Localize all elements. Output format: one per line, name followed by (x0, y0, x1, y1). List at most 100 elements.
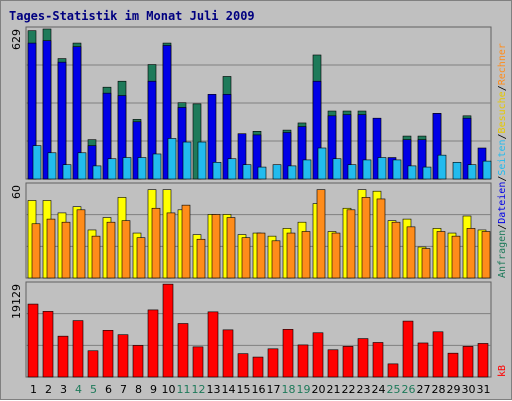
day-label: 10 (162, 383, 176, 396)
axis-max-label: 60 (10, 185, 23, 199)
bar-seiten (257, 166, 267, 180)
bar-seiten (92, 165, 102, 180)
bar-rechner (406, 226, 416, 279)
bar-dateien (42, 40, 52, 180)
day-label: 4 (75, 383, 82, 396)
bar-seiten (332, 158, 342, 180)
bar-kb (207, 311, 219, 378)
legend-label: / (497, 176, 508, 182)
bar-seiten (152, 153, 162, 180)
bar-seiten (287, 165, 297, 180)
bar-seiten (32, 145, 42, 180)
bar-dateien (417, 139, 427, 180)
bar-kb (282, 329, 294, 378)
bar-rechner (181, 204, 191, 279)
bar-seiten (197, 141, 207, 180)
bar-rechner (76, 209, 86, 279)
day-label: 12 (192, 383, 206, 396)
day-label: 6 (105, 383, 112, 396)
bar-dateien (297, 126, 307, 180)
chart-title: Tages-Statistik im Monat Juli 2009 (9, 9, 255, 23)
bar-rechner (106, 221, 116, 279)
legend-series-labels: Anfragen/Dateien/Seiten/Besuche/Rechner (497, 43, 508, 278)
bar-seiten (377, 157, 387, 180)
bar-rechner (46, 218, 56, 279)
day-label: 7 (120, 383, 127, 396)
bar-seiten (317, 147, 327, 180)
day-label: 16 (252, 383, 266, 396)
bar-dateien (282, 132, 292, 180)
bar-dateien (132, 121, 142, 180)
bar-kb (42, 311, 54, 378)
bar-kb (342, 346, 354, 378)
bar-dateien (87, 145, 97, 180)
bar-kb (222, 329, 234, 378)
bar-seiten (437, 154, 447, 180)
bar-seiten (137, 157, 147, 180)
bar-kb (312, 332, 324, 378)
bar-seiten (47, 152, 57, 180)
bar-kb (297, 344, 309, 378)
legend-label: Seiten (497, 139, 508, 175)
bar-rechner (241, 237, 251, 279)
bar-rechner (151, 207, 161, 279)
bar-rechner (316, 189, 326, 279)
chart-panels (25, 26, 492, 378)
day-label: 22 (342, 383, 356, 396)
bar-seiten (272, 164, 282, 180)
legend-label: Dateien (497, 182, 508, 224)
bar-kb (462, 346, 474, 378)
bar-rechner (451, 235, 461, 279)
bar-seiten (347, 164, 357, 180)
bar-rechner (136, 237, 146, 279)
bar-dateien (342, 114, 352, 180)
bar-kb (477, 343, 489, 378)
bar-seiten (482, 160, 492, 180)
axis-max-labels: 629 60 19129 (10, 29, 23, 319)
bar-kb (87, 350, 99, 378)
day-label: 26 (402, 383, 416, 396)
bar-kb (267, 348, 279, 378)
axis-max-label: 19129 (10, 284, 23, 319)
bar-seiten (422, 166, 432, 180)
day-label: 18 (282, 383, 296, 396)
bar-seiten (467, 164, 477, 180)
bar-seiten (77, 152, 87, 180)
legend-label: / (497, 85, 508, 91)
bar-anfragen (192, 103, 202, 180)
bar-rechner (91, 235, 101, 279)
bar-rechner (121, 220, 131, 279)
bar-kb (252, 356, 264, 378)
bar-rechner (211, 214, 221, 279)
bar-kb (162, 283, 174, 378)
day-label: 9 (150, 383, 157, 396)
bar-kb (402, 320, 414, 378)
bar-kb (192, 346, 204, 378)
day-label: 24 (372, 383, 386, 396)
day-labels: 1 2 3 4 5 6 7 8 9 10 11 12 13 14 15 16 17 18 19 20 21 22 23 24 2… (30, 383, 491, 396)
bar-seiten (62, 164, 72, 180)
bar-rechner (391, 221, 401, 279)
legend-labels: Anfragen/Dateien/Seiten/Besuche/Rechner k… (497, 43, 508, 377)
bar-rechner (481, 231, 491, 279)
bar-dateien (117, 95, 127, 180)
bar-kb (132, 345, 144, 378)
bar-rechner (361, 197, 371, 279)
chart-bars (27, 28, 492, 378)
day-label: 11 (177, 383, 191, 396)
bar-rechner (196, 238, 206, 279)
bar-seiten (107, 158, 117, 180)
day-label: 28 (432, 383, 446, 396)
day-label: 25 (387, 383, 401, 396)
day-label: 8 (135, 383, 142, 396)
bar-dateien (207, 94, 217, 180)
legend-kb-label: kB (497, 365, 508, 377)
bar-seiten (182, 141, 192, 180)
bar-rechner (346, 209, 356, 279)
bar-kb (327, 349, 339, 378)
day-label: 30 (462, 383, 476, 396)
day-label: 13 (207, 383, 221, 396)
bar-seiten (122, 157, 132, 180)
